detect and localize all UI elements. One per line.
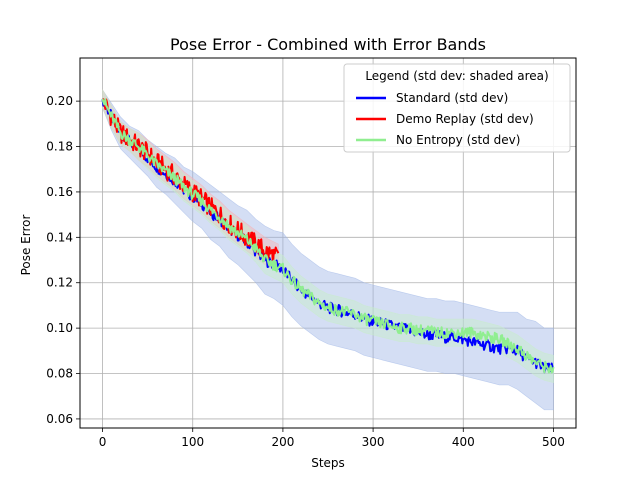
y-tick-label: 0.08 (46, 367, 73, 381)
x-axis-label: Steps (311, 456, 345, 470)
error-band (102, 88, 554, 383)
legend-title: Legend (std dev: shaded area) (365, 69, 548, 83)
legend: Legend (std dev: shaded area) Standard (… (343, 63, 571, 153)
y-axis-label: Pose Error (19, 215, 33, 276)
axis-ticks: 0 100 200 300 400 500 0.06 0.08 0.10 0.12 0.14 0.16… (46, 94, 565, 449)
y-tick-label: 0.12 (46, 276, 73, 290)
y-tick-label: 0.18 (46, 140, 73, 154)
legend-entry-label: Standard (std dev) (396, 91, 508, 105)
y-tick-label: 0.20 (46, 94, 73, 108)
legend-box (343, 63, 571, 153)
x-tick-label: 300 (362, 435, 385, 449)
y-tick-label: 0.10 (46, 321, 73, 335)
legend-entry-label: Demo Replay (std dev) (396, 112, 534, 126)
y-tick-label: 0.06 (46, 412, 73, 426)
x-tick-label: 400 (452, 435, 475, 449)
x-tick-label: 200 (271, 435, 294, 449)
series-line (101, 98, 554, 374)
chart-title: Pose Error - Combined with Error Bands (170, 35, 486, 54)
series-line (101, 98, 555, 374)
legend-entry-label: No Entropy (std dev) (396, 133, 520, 147)
error-band (102, 88, 279, 272)
series-lines (101, 98, 555, 374)
x-tick-label: 500 (542, 435, 565, 449)
plot-frame (79, 57, 577, 429)
x-tick-label: 100 (181, 435, 204, 449)
y-tick-label: 0.16 (46, 185, 73, 199)
y-tick-label: 0.14 (46, 230, 73, 244)
x-tick-label: 0 (99, 435, 107, 449)
